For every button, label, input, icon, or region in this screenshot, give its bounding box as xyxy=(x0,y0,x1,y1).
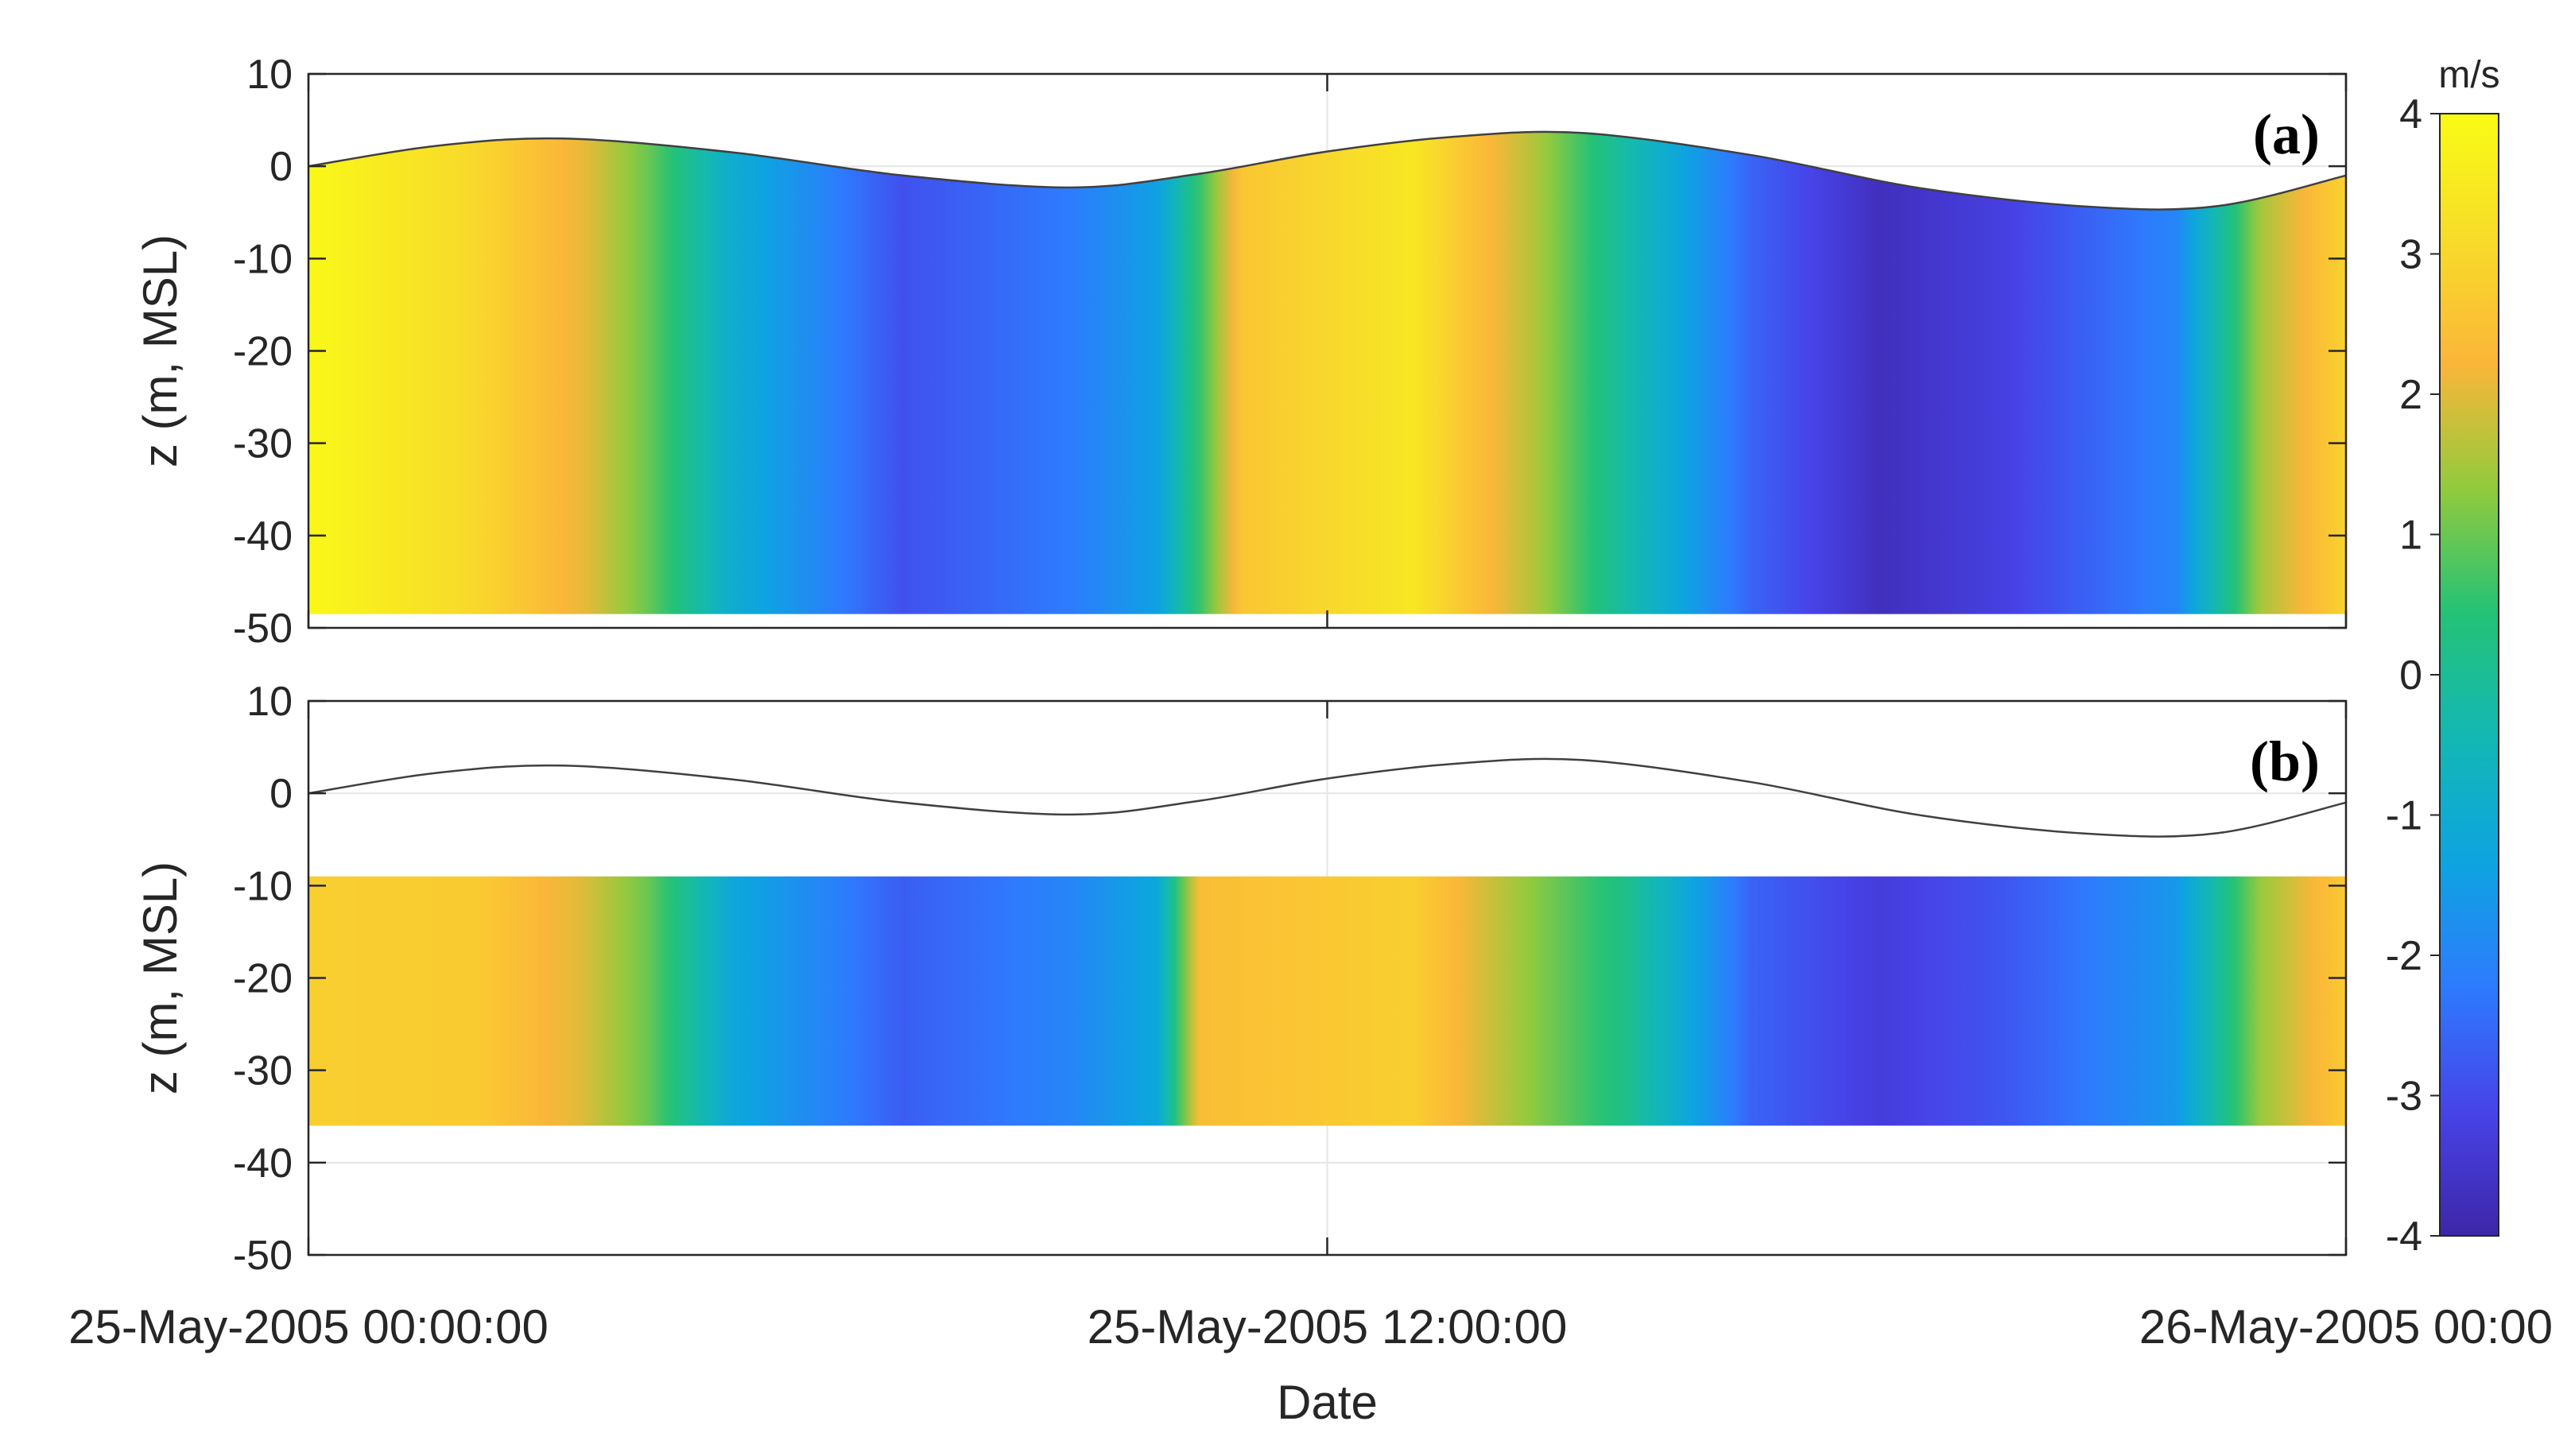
x-tick-label: 26-May-2005 00:00 xyxy=(2139,1300,2553,1353)
panel-a: 10 0 -10 -20 -30 -40 -50 z (m, MSL) (a) xyxy=(134,52,2348,652)
panel-label: (b) xyxy=(2250,730,2320,793)
velocity-field xyxy=(308,876,2346,1126)
x-axis: 25-May-2005 00:00:00 25-May-2005 12:00:00… xyxy=(68,1300,2553,1429)
surface-elevation-line xyxy=(308,757,2347,838)
y-tick-label: 10 xyxy=(246,679,293,725)
colorbar-tick-label: 1 xyxy=(2399,513,2422,559)
y-tick-label: -10 xyxy=(233,236,293,282)
y-tick-label: 0 xyxy=(269,771,293,817)
y-tick-label: -40 xyxy=(233,1140,293,1187)
y-tick-label: -50 xyxy=(233,1233,293,1279)
surface-elevation-line xyxy=(308,130,2347,211)
colorbar-tick-label: -4 xyxy=(2386,1214,2422,1260)
y-tick-label: 10 xyxy=(246,52,293,98)
y-tick-label: -30 xyxy=(233,421,293,467)
x-tick-label: 25-May-2005 00:00:00 xyxy=(68,1300,549,1353)
colorbar-scale xyxy=(2439,113,2499,1237)
colorbar-tick-label: -3 xyxy=(2386,1074,2422,1120)
y-tick-label: 0 xyxy=(269,144,293,190)
colorbar: 4 3 2 1 0 -1 -2 -3 -4 m/s xyxy=(2386,54,2500,1260)
x-tick-label: 25-May-2005 12:00:00 xyxy=(1088,1300,1568,1353)
panel-label: (a) xyxy=(2253,103,2320,166)
velocity-field xyxy=(308,131,2346,614)
y-tick-label: -20 xyxy=(233,956,293,1002)
colorbar-tick-label: -2 xyxy=(2386,933,2422,979)
y-axis-label: z (m, MSL) xyxy=(134,862,187,1094)
colorbar-tick-label: 4 xyxy=(2399,91,2422,137)
y-tick-label: -40 xyxy=(233,513,293,560)
y-axis-label: z (m, MSL) xyxy=(134,234,187,467)
y-tick-label: -20 xyxy=(233,329,293,375)
y-tick-label: -10 xyxy=(233,863,293,909)
x-axis-label: Date xyxy=(1277,1376,1378,1429)
colorbar-tick-label: 3 xyxy=(2399,232,2422,278)
colorbar-unit: m/s xyxy=(2438,54,2499,96)
y-tick-label: -30 xyxy=(233,1048,293,1094)
colorbar-tick-label: -1 xyxy=(2386,793,2422,839)
colorbar-tick-label: 0 xyxy=(2399,652,2422,699)
y-tick-label: -50 xyxy=(233,606,293,652)
colorbar-tick-label: 2 xyxy=(2399,372,2422,418)
panel-b: 10 0 -10 -20 -30 -40 -50 z (m, MSL) (b) xyxy=(134,679,2348,1279)
